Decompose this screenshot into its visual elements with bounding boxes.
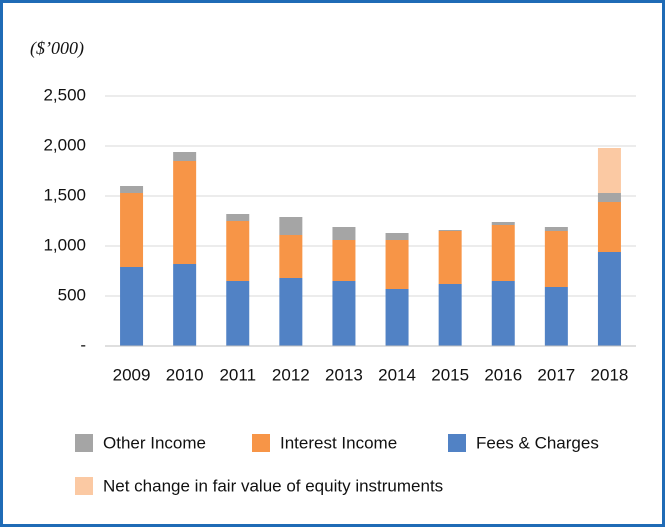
legend-swatch	[75, 477, 93, 495]
bar-segment	[173, 264, 197, 346]
legend-swatch	[448, 434, 466, 452]
bar-segment	[544, 227, 568, 231]
bar-segment	[438, 284, 462, 346]
bar-segment	[332, 281, 356, 346]
x-tick-label: 2016	[484, 365, 522, 384]
bar-segment	[597, 193, 621, 202]
x-tick-label: 2017	[537, 365, 575, 384]
y-tick-label: 500	[58, 285, 86, 304]
bar-segment	[173, 152, 197, 161]
bar-segment	[173, 161, 197, 264]
bar-segment	[597, 252, 621, 346]
bar-segment	[438, 230, 462, 231]
x-tick-label: 2011	[219, 365, 256, 384]
bar-segment	[279, 278, 303, 346]
bar-segment	[438, 231, 462, 284]
legend-label: Net change in fair value of equity instr…	[103, 476, 443, 495]
x-tick-label: 2012	[272, 365, 310, 384]
legend-swatch	[75, 434, 93, 452]
x-tick-label: 2014	[378, 365, 416, 384]
legend-label: Interest Income	[280, 433, 397, 452]
bar-segment	[491, 281, 515, 346]
bar-segment	[279, 217, 303, 235]
x-tick-label: 2009	[113, 365, 151, 384]
legend-label: Fees & Charges	[476, 433, 599, 452]
y-tick-label: -	[80, 335, 86, 354]
bar-segment	[597, 148, 621, 193]
y-tick-label: 2,000	[43, 135, 86, 154]
y-tick-label: 1,500	[43, 185, 86, 204]
bar-segment	[491, 225, 515, 281]
x-tick-label: 2013	[325, 365, 363, 384]
y-tick-label: 2,500	[43, 85, 86, 104]
x-tick-label: 2015	[431, 365, 469, 384]
y-tick-label: 1,000	[43, 235, 86, 254]
bar-segment	[120, 267, 144, 346]
bar-segment	[120, 193, 144, 267]
legend-swatch	[252, 434, 270, 452]
bar-segment	[385, 240, 409, 289]
bar-segment	[226, 281, 250, 346]
bar-segment	[279, 235, 303, 278]
bar-segment	[544, 231, 568, 287]
chart-title: ($’000)	[30, 38, 84, 59]
bar-segment	[544, 287, 568, 346]
x-tick-label: 2010	[166, 365, 204, 384]
bar-segment	[332, 227, 356, 240]
bar-segment	[597, 202, 621, 252]
bar-segment	[385, 233, 409, 240]
bar-segment	[385, 289, 409, 346]
bar-segment	[332, 240, 356, 281]
bar-segment	[226, 221, 250, 281]
legend-label: Other Income	[103, 433, 206, 452]
bar-segment	[491, 222, 515, 225]
bar-segment	[120, 186, 144, 193]
bar-segment	[226, 214, 250, 221]
x-tick-label: 2018	[591, 365, 629, 384]
